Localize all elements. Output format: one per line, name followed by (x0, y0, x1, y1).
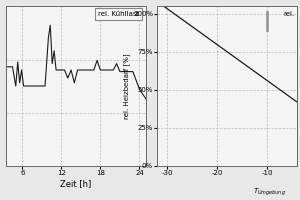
Text: $T_{Umgebung}$: $T_{Umgebung}$ (253, 187, 286, 198)
Y-axis label: rel. Heizbedarf [%]: rel. Heizbedarf [%] (123, 53, 130, 119)
Text: rel.: rel. (283, 11, 294, 17)
Text: rel. Kühllast: rel. Kühllast (98, 11, 139, 17)
X-axis label: Zeit [h]: Zeit [h] (60, 179, 92, 188)
